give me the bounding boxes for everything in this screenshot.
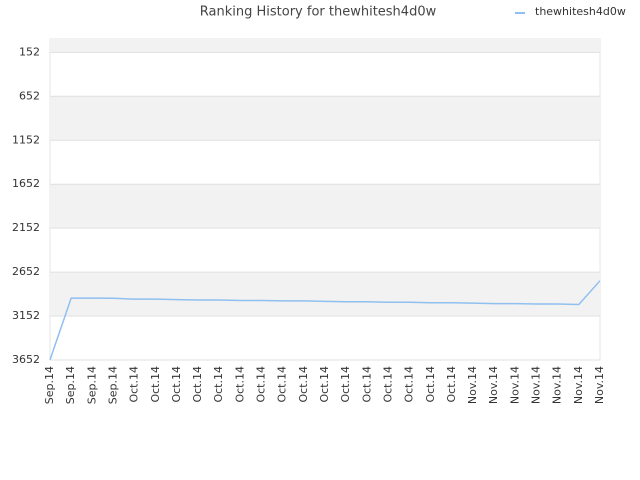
grid-band — [50, 184, 600, 229]
x-tick-label: Oct.14 — [149, 366, 162, 403]
x-tick-label: Oct.14 — [403, 366, 416, 403]
grid-band — [50, 39, 600, 53]
x-tick-label: Oct.14 — [424, 366, 437, 403]
x-tick-label: Nov.14 — [551, 366, 564, 404]
y-tick-label: 1152 — [12, 133, 40, 146]
x-tick-label: Nov.14 — [487, 366, 500, 404]
x-tick-label: Sep.14 — [43, 366, 56, 404]
y-tick-label: 652 — [19, 89, 40, 102]
x-tick-label: Oct.14 — [318, 366, 331, 403]
x-tick-label: Oct.14 — [339, 366, 352, 403]
y-tick-label: 2152 — [12, 221, 40, 234]
x-tick-label: Nov.14 — [530, 366, 543, 404]
legend-label: thewhitesh4d0w — [535, 5, 626, 18]
x-tick-label: Nov.14 — [572, 366, 585, 404]
x-tick-label: Oct.14 — [276, 366, 289, 403]
y-tick-label: 152 — [19, 45, 40, 58]
y-tick-label: 3652 — [12, 353, 40, 366]
x-tick-label: Oct.14 — [191, 366, 204, 403]
x-tick-label: Oct.14 — [128, 366, 141, 403]
x-tick-label: Oct.14 — [233, 366, 246, 403]
grid-band — [50, 272, 600, 317]
x-tick-label: Oct.14 — [381, 366, 394, 403]
x-tick-label: Sep.14 — [85, 366, 98, 404]
x-tick-label: Sep.14 — [106, 366, 119, 404]
grid-band — [50, 96, 600, 141]
y-tick-label: 2652 — [12, 265, 40, 278]
x-tick-label: Oct.14 — [212, 366, 225, 403]
x-tick-label: Oct.14 — [255, 366, 268, 403]
x-tick-label: Oct.14 — [297, 366, 310, 403]
chart-title: Ranking History for thewhitesh4d0w — [200, 5, 437, 20]
x-tick-label: Nov.14 — [508, 366, 521, 404]
x-tick-label: Oct.14 — [445, 366, 458, 403]
data-line — [49, 280, 601, 361]
x-tick-label: Oct.14 — [170, 366, 183, 403]
y-tick-label: 3152 — [12, 309, 40, 322]
x-tick-label: Oct.14 — [360, 366, 373, 403]
y-tick-label: 1652 — [12, 177, 40, 190]
x-tick-label: Sep.14 — [64, 366, 77, 404]
x-tick-label: Nov.14 — [593, 366, 606, 404]
x-tick-label: Nov.14 — [466, 366, 479, 404]
